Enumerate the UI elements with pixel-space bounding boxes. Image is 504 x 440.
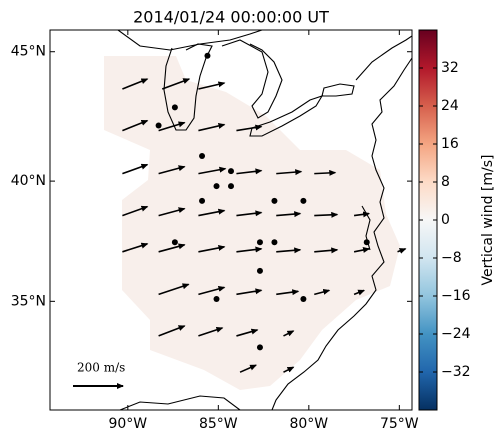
station-point [171, 104, 178, 111]
wind-arrow [122, 78, 149, 90]
station-point [271, 239, 278, 246]
wind-arrow [198, 244, 226, 253]
y-tick-label: 35°N [11, 293, 46, 309]
wind-arrow [198, 81, 226, 90]
station-point [155, 122, 162, 129]
coastlines [117, 30, 412, 410]
wind-arrow [158, 165, 186, 175]
x-tick-label: 85°W [199, 416, 238, 432]
wind-arrow [397, 248, 407, 254]
station-point [213, 296, 220, 303]
y-tick-label: 45°N [11, 44, 46, 60]
wind-arrow [236, 168, 263, 175]
wind-arrow [122, 119, 149, 132]
station-point [228, 183, 234, 190]
x-tick-label: 80°W [289, 416, 328, 432]
wind-arrow [158, 121, 186, 132]
wind-arrow [353, 247, 371, 253]
station-point [271, 197, 278, 204]
quiver-key-label: 200 m/s [77, 361, 125, 375]
wind-arrow [276, 289, 300, 296]
y-tick-label: 40°N [11, 173, 46, 189]
wind-arrow [158, 207, 186, 217]
station-point [363, 239, 370, 246]
colorbar-tick-label: 32 [441, 60, 459, 76]
wind-arrow [276, 169, 303, 176]
colorbar-tick-label: −8 [441, 250, 462, 266]
station-point [171, 239, 178, 246]
wind-arrow [283, 330, 295, 337]
colorbar-tick-label: −24 [441, 326, 471, 342]
wind-arrow [198, 123, 226, 132]
chart-title: 2014/01/24 00:00:00 UT [133, 8, 329, 27]
station-point [256, 239, 263, 246]
wind-arrow [276, 211, 302, 218]
wind-arrow [198, 166, 227, 175]
wind-arrow [283, 366, 295, 373]
station-point [199, 197, 206, 204]
wind-arrow [314, 211, 339, 218]
station-point [228, 168, 234, 175]
colorbar-label: Vertical wind [m/s] [480, 155, 496, 286]
wind-arrow [236, 210, 263, 217]
station-point [204, 52, 211, 59]
colorbar-tick-label: −32 [441, 364, 471, 380]
map-area [104, 30, 412, 410]
wind-arrow [314, 288, 331, 296]
x-tick-label: 75°W [380, 416, 419, 432]
wind-vectors [122, 78, 407, 373]
wind-arrow [353, 289, 366, 296]
wind-arrow [236, 328, 259, 337]
data-domain [104, 56, 400, 390]
colorbar-tick-label: 8 [441, 174, 450, 190]
stations [155, 52, 370, 351]
station-point [300, 296, 307, 303]
wind-arrow [198, 285, 226, 296]
wind-arrow [122, 163, 149, 175]
station-point [199, 153, 206, 160]
wind-arrow [158, 243, 186, 253]
x-tick-label: 90°W [108, 416, 147, 432]
wind-arrow [122, 242, 149, 253]
wind-arrow [353, 211, 371, 218]
wind-arrow [158, 283, 190, 296]
colorbar-tick-label: −16 [441, 288, 471, 304]
colorbar-tick-label: 24 [441, 98, 459, 114]
wind-arrow [236, 288, 263, 296]
wind-arrow [198, 326, 224, 337]
wind-arrow [314, 247, 339, 254]
station-point [256, 267, 263, 274]
wind-arrow [239, 364, 257, 373]
colorbar-tick-label: 0 [441, 212, 450, 228]
station-point [213, 183, 220, 190]
wind-arrow [314, 169, 337, 176]
axes: 90°W 85°W 80°W 75°W 35°N 40°N 45°N [11, 30, 419, 432]
plot-frame [49, 29, 413, 411]
wind-arrow [158, 325, 186, 337]
wind-arrow [198, 208, 226, 217]
wind-arrow [276, 247, 302, 254]
colorbar-tick-label: 16 [441, 136, 459, 152]
wind-arrow [236, 246, 263, 253]
wind-arrow [161, 78, 191, 90]
wind-arrow [122, 205, 149, 217]
station-point [256, 344, 263, 351]
station-point [300, 197, 307, 204]
wind-arrow [236, 124, 263, 132]
